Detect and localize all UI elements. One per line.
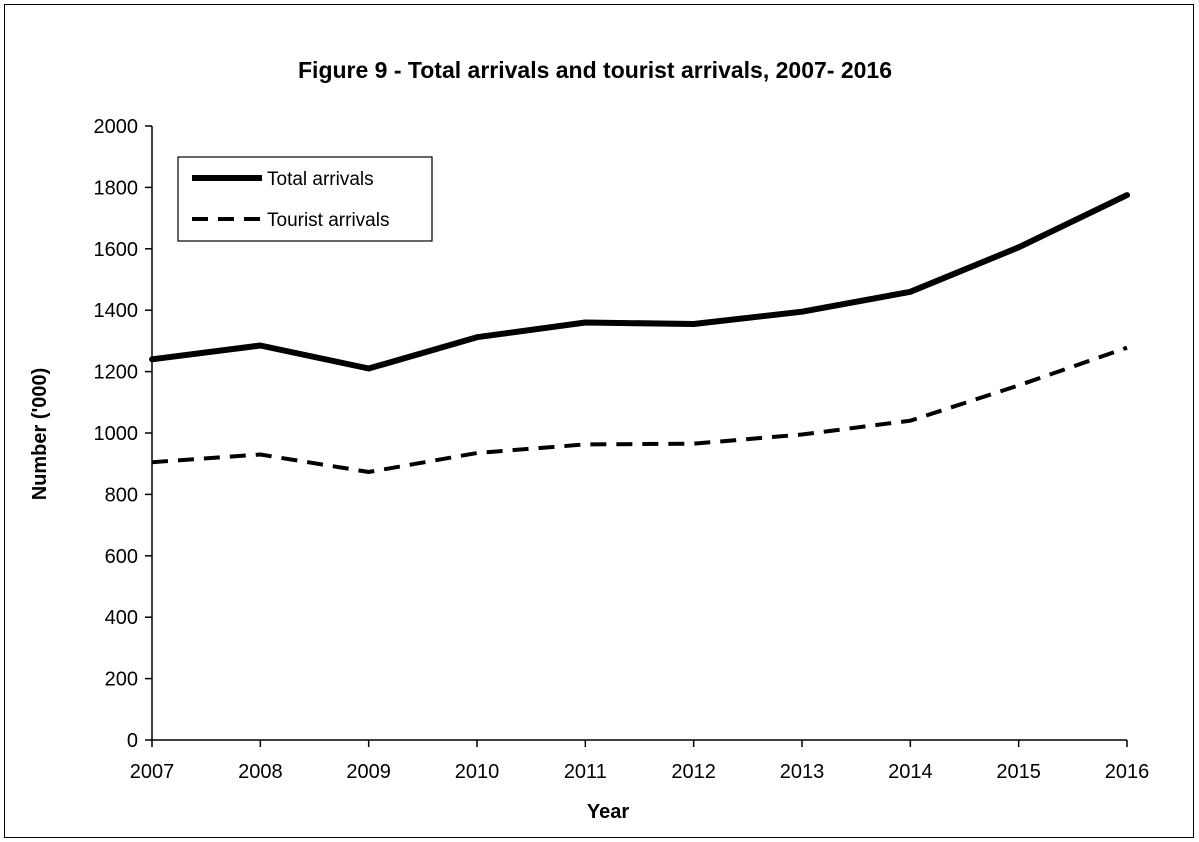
legend: Total arrivals Tourist arrivals (177, 156, 433, 242)
y-tick-label: 1600 (94, 239, 139, 261)
x-tick-label: 2013 (780, 761, 825, 783)
x-tick-label: 2010 (455, 761, 500, 783)
x-tick-label: 2015 (996, 761, 1041, 783)
y-tick-label: 1000 (94, 423, 139, 445)
y-tick-label: 200 (105, 669, 138, 691)
x-tick-label: 2012 (671, 761, 716, 783)
x-tick-label: 2009 (346, 761, 391, 783)
legend-box (177, 156, 433, 242)
chart-frame (4, 4, 1194, 838)
legend-label: Total arrivals (267, 169, 374, 190)
series-line-total-arrivals (149, 192, 1130, 372)
x-tick-label: 2016 (1105, 761, 1150, 783)
x-tick-label: 2008 (238, 761, 283, 783)
y-tick-label: 1200 (94, 362, 139, 384)
chart-title: Figure 9 - Total arrivals and tourist ar… (298, 57, 892, 83)
y-tick-label: 2000 (94, 116, 139, 138)
legend-label: Tourist arrivals (267, 210, 389, 231)
y-tick-label: 1800 (94, 177, 139, 199)
y-tick-label: 800 (105, 484, 138, 506)
axes: 0 200 400 600 800 1000 1200 1400 1600 1800 2000 200… (94, 116, 1150, 783)
x-tick-label: 2011 (564, 761, 607, 783)
series-layer (149, 192, 1130, 474)
x-tick-label: 2014 (888, 761, 933, 783)
y-axis-title: Number ('000) (29, 368, 51, 501)
y-tick-label: 1400 (94, 300, 139, 322)
y-tick-label: 600 (105, 546, 138, 568)
series-line-tourist-arrivals (151, 345, 1128, 474)
y-tick-label: 0 (127, 730, 138, 752)
x-axis-title: Year (587, 801, 629, 823)
x-tick-label: 2007 (130, 761, 175, 783)
y-tick-label: 400 (105, 607, 138, 629)
